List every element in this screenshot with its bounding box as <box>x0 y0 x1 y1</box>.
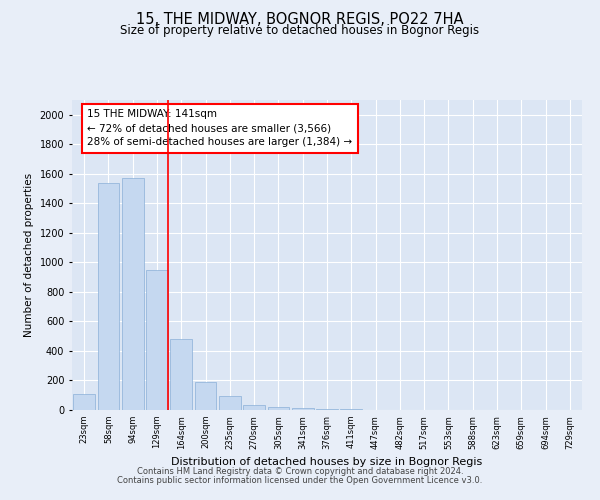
Y-axis label: Number of detached properties: Number of detached properties <box>24 173 34 337</box>
Bar <box>122 178 143 410</box>
Bar <box>146 270 168 410</box>
Text: Size of property relative to detached houses in Bognor Regis: Size of property relative to detached ho… <box>121 24 479 37</box>
Text: 15, THE MIDWAY, BOGNOR REGIS, PO22 7HA: 15, THE MIDWAY, BOGNOR REGIS, PO22 7HA <box>136 12 464 28</box>
X-axis label: Distribution of detached houses by size in Bognor Regis: Distribution of detached houses by size … <box>172 457 482 467</box>
Bar <box>194 382 217 410</box>
Text: Contains public sector information licensed under the Open Government Licence v3: Contains public sector information licen… <box>118 476 482 485</box>
Bar <box>243 405 265 410</box>
Bar <box>73 394 95 410</box>
Bar <box>316 409 338 410</box>
Bar <box>170 339 192 410</box>
Bar <box>219 396 241 410</box>
Text: 15 THE MIDWAY: 141sqm
← 72% of detached houses are smaller (3,566)
28% of semi-d: 15 THE MIDWAY: 141sqm ← 72% of detached … <box>88 110 352 148</box>
Bar <box>292 408 314 410</box>
Bar <box>268 407 289 410</box>
Bar <box>97 182 119 410</box>
Text: Contains HM Land Registry data © Crown copyright and database right 2024.: Contains HM Land Registry data © Crown c… <box>137 467 463 476</box>
